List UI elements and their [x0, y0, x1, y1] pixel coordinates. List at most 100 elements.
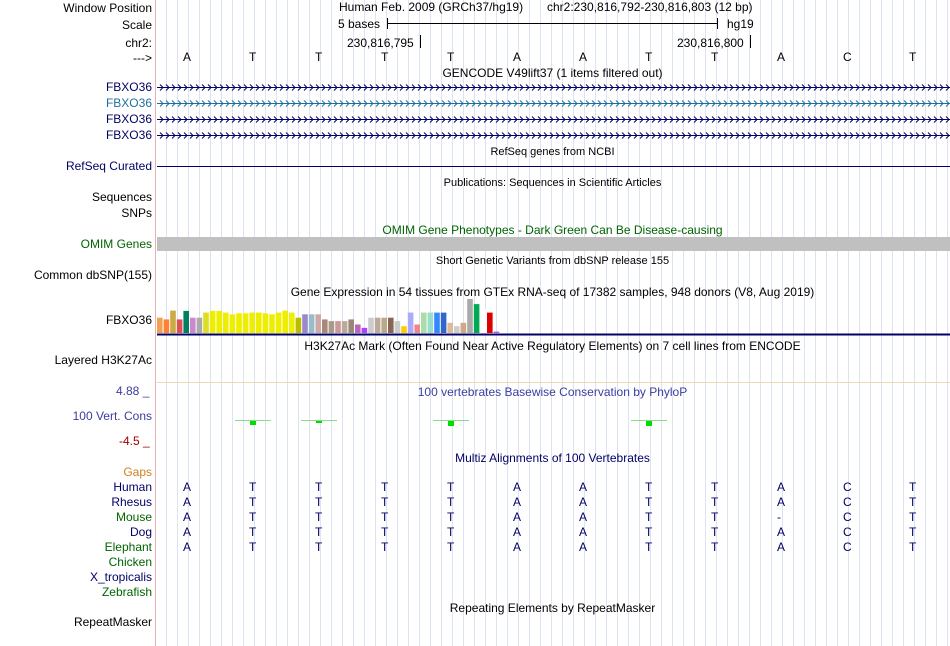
- conservation-bar: [448, 421, 454, 426]
- gtex-bar: [315, 314, 321, 333]
- position-tick-left: 230,816,795: [347, 36, 414, 50]
- gtex-bar: [183, 310, 189, 333]
- gtex-bar: [256, 312, 262, 333]
- aligned-base: T: [381, 495, 389, 509]
- refseq-label[interactable]: RefSeq Curated: [65, 159, 152, 173]
- gtex-bar: [196, 317, 203, 333]
- species-label[interactable]: Rhesus: [111, 495, 152, 509]
- gtex-bar: [163, 319, 170, 333]
- assembly-text: Human Feb. 2009 (GRCh37/hg19): [339, 0, 524, 14]
- aligned-base: A: [183, 540, 192, 554]
- base-letter: A: [183, 50, 192, 64]
- aligned-base: T: [909, 510, 917, 524]
- aligned-base: A: [513, 525, 522, 539]
- gtex-bar: [401, 326, 407, 333]
- species-label[interactable]: Dog: [129, 525, 152, 539]
- gtex-bar: [242, 313, 249, 333]
- base-letter: T: [711, 50, 719, 64]
- aligned-base: T: [315, 540, 323, 554]
- gtex-bar: [368, 317, 374, 333]
- species-label[interactable]: Mouse: [115, 510, 152, 524]
- conservation-label[interactable]: 100 Vert. Cons: [72, 409, 152, 423]
- gtex-bar: [289, 312, 295, 333]
- gtex-bar: [282, 310, 288, 333]
- h3k27ac-label[interactable]: Layered H3K27Ac: [54, 353, 152, 367]
- gencode-track-label[interactable]: FBXO36: [105, 80, 152, 94]
- aligned-base: A: [513, 510, 522, 524]
- aligned-base: A: [183, 525, 192, 539]
- dbsnp-label[interactable]: Common dbSNP(155): [33, 268, 152, 282]
- gtex-bar: [229, 314, 236, 333]
- gtex-bar: [381, 317, 387, 333]
- snps-label[interactable]: SNPs: [121, 206, 152, 220]
- gtex-bar: [308, 314, 315, 333]
- species-label[interactable]: Human: [113, 480, 152, 494]
- aligned-base: T: [315, 495, 323, 509]
- gtex-bar: [190, 317, 196, 333]
- species-label[interactable]: X_tropicalis: [89, 570, 152, 584]
- aligned-base: A: [183, 480, 192, 494]
- gtex-bar: [388, 317, 394, 333]
- omim-label[interactable]: OMIM Genes: [80, 237, 152, 251]
- base-letter: A: [513, 50, 522, 64]
- gtex-label[interactable]: FBXO36: [105, 313, 152, 327]
- gtex-bar: [414, 324, 420, 333]
- aligned-base: T: [645, 495, 653, 509]
- conservation-bar: [316, 421, 322, 423]
- aligned-base: T: [249, 495, 257, 509]
- aligned-base: T: [315, 480, 323, 494]
- species-label[interactable]: Elephant: [104, 540, 152, 554]
- gencode-title: GENCODE V49lift37 (1 items filtered out): [442, 66, 663, 80]
- gtex-bar: [355, 324, 361, 333]
- base-letter: A: [579, 50, 588, 64]
- aligned-base: T: [447, 540, 455, 554]
- omim-title: OMIM Gene Phenotypes - Dark Green Can Be…: [382, 223, 723, 237]
- aligned-base: C: [843, 540, 852, 554]
- refseq-title: RefSeq genes from NCBI: [490, 146, 615, 158]
- db-text: hg19: [727, 17, 754, 31]
- gtex-bar: [394, 321, 401, 333]
- aligned-base: A: [579, 495, 588, 509]
- aligned-base: A: [513, 480, 522, 494]
- gtex-bar: [440, 312, 447, 333]
- gaps-label[interactable]: Gaps: [123, 465, 152, 479]
- gtex-bar: [480, 309, 486, 333]
- scale-text: 5 bases: [338, 17, 381, 31]
- sequences-label[interactable]: Sequences: [91, 190, 152, 204]
- aligned-base: A: [579, 510, 588, 524]
- gencode-track-label[interactable]: FBXO36: [105, 128, 152, 142]
- gtex-bar: [216, 310, 222, 333]
- gtex-bar: [467, 299, 473, 333]
- aligned-base: T: [645, 540, 653, 554]
- gencode-track-label[interactable]: FBXO36: [105, 96, 152, 110]
- aligned-base: T: [909, 495, 917, 509]
- aligned-base: T: [381, 540, 389, 554]
- aligned-base: T: [315, 510, 323, 524]
- aligned-base: T: [711, 495, 719, 509]
- dbsnp-title: Short Genetic Variants from dbSNP releas…: [435, 255, 670, 267]
- gtex-bar: [447, 322, 453, 333]
- aligned-base: T: [447, 480, 455, 494]
- aligned-base: T: [381, 525, 389, 539]
- aligned-base: T: [381, 480, 389, 494]
- window-position-label: Window Position: [63, 1, 152, 15]
- gtex-bar: [209, 310, 216, 333]
- strand-arrows: [159, 132, 950, 139]
- gencode-track-label[interactable]: FBXO36: [105, 112, 152, 126]
- conservation-max: 4.88 _: [116, 384, 150, 398]
- gtex-bar: [361, 327, 368, 333]
- gtex-bar: [434, 312, 440, 333]
- gtex-bar: [176, 319, 183, 333]
- aligned-base: A: [579, 480, 588, 494]
- conservation-min: -4.5 _: [119, 434, 150, 448]
- gtex-bar: [170, 310, 176, 333]
- species-label[interactable]: Zebrafish: [101, 585, 152, 599]
- repeatmasker-label[interactable]: RepeatMasker: [73, 615, 152, 629]
- aligned-base: T: [711, 525, 719, 539]
- aligned-base: T: [447, 495, 455, 509]
- base-letter: T: [645, 50, 653, 64]
- species-label[interactable]: Chicken: [108, 555, 152, 569]
- gtex-bar: [328, 321, 335, 333]
- aligned-base: C: [843, 510, 852, 524]
